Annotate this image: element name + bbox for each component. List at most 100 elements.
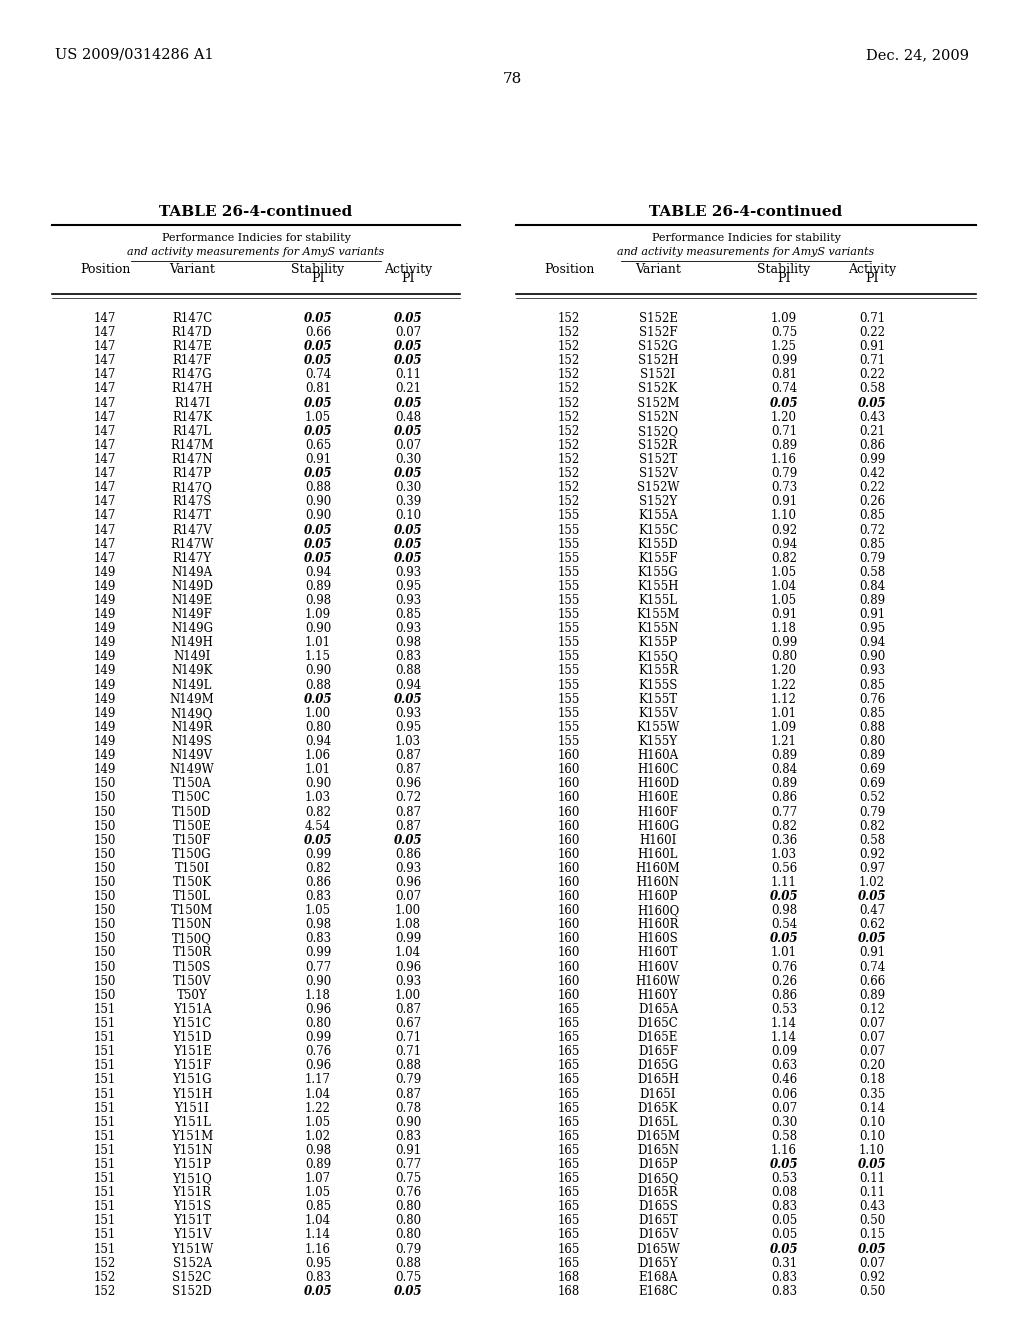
Text: 1.05: 1.05 [305,904,331,917]
Text: 0.91: 0.91 [859,946,885,960]
Text: 0.30: 0.30 [395,482,421,494]
Text: 1.02: 1.02 [859,876,885,888]
Text: 152: 152 [558,467,581,480]
Text: R147E: R147E [172,341,212,354]
Text: S152V: S152V [639,467,678,480]
Text: 155: 155 [558,579,581,593]
Text: 0.83: 0.83 [305,1271,331,1284]
Text: 0.35: 0.35 [859,1088,885,1101]
Text: 0.83: 0.83 [305,890,331,903]
Text: 0.80: 0.80 [395,1229,421,1242]
Text: 1.10: 1.10 [771,510,797,523]
Text: 0.98: 0.98 [305,1144,331,1156]
Text: 0.39: 0.39 [395,495,421,508]
Text: N149R: N149R [171,721,213,734]
Text: 0.90: 0.90 [305,777,331,791]
Text: K155L: K155L [639,594,678,607]
Text: N149E: N149E [171,594,213,607]
Text: N149W: N149W [170,763,214,776]
Text: 152: 152 [558,482,581,494]
Text: 0.10: 0.10 [859,1130,885,1143]
Text: 0.89: 0.89 [859,989,885,1002]
Text: 0.96: 0.96 [305,1059,331,1072]
Text: 0.83: 0.83 [305,932,331,945]
Text: 0.66: 0.66 [859,974,885,987]
Text: R147C: R147C [172,312,212,325]
Text: 0.22: 0.22 [859,368,885,381]
Text: 0.97: 0.97 [859,862,885,875]
Text: 0.96: 0.96 [395,777,421,791]
Text: 0.86: 0.86 [771,792,797,804]
Text: 0.05: 0.05 [304,341,332,354]
Text: 0.71: 0.71 [859,354,885,367]
Text: 155: 155 [558,524,581,536]
Text: N149G: N149G [171,622,213,635]
Text: 160: 160 [558,777,581,791]
Text: 0.92: 0.92 [859,847,885,861]
Text: 0.05: 0.05 [394,467,422,480]
Text: 0.85: 0.85 [859,510,885,523]
Text: 150: 150 [94,932,116,945]
Text: 1.00: 1.00 [305,706,331,719]
Text: 1.05: 1.05 [305,1187,331,1199]
Text: 0.88: 0.88 [395,1059,421,1072]
Text: T150I: T150I [174,862,210,875]
Text: 1.02: 1.02 [305,1130,331,1143]
Text: N149D: N149D [171,579,213,593]
Text: D165H: D165H [637,1073,679,1086]
Text: 0.85: 0.85 [859,706,885,719]
Text: 152: 152 [558,495,581,508]
Text: S152T: S152T [639,453,677,466]
Text: 147: 147 [94,537,116,550]
Text: 0.98: 0.98 [305,594,331,607]
Text: 147: 147 [94,341,116,354]
Text: 0.87: 0.87 [395,1003,421,1016]
Text: 0.53: 0.53 [771,1003,797,1016]
Text: 0.87: 0.87 [395,820,421,833]
Text: N149S: N149S [172,735,212,748]
Text: 0.62: 0.62 [859,919,885,932]
Text: 0.95: 0.95 [305,1257,331,1270]
Text: N149M: N149M [170,693,214,706]
Text: K155C: K155C [638,524,678,536]
Text: 0.22: 0.22 [859,326,885,339]
Text: 1.06: 1.06 [305,748,331,762]
Text: 0.05: 0.05 [394,524,422,536]
Text: 0.74: 0.74 [305,368,331,381]
Text: Y151H: Y151H [172,1088,212,1101]
Text: 0.09: 0.09 [771,1045,797,1059]
Text: 0.05: 0.05 [858,396,886,409]
Text: 151: 151 [94,1242,116,1255]
Text: 155: 155 [558,552,581,565]
Text: 0.63: 0.63 [771,1059,797,1072]
Text: D165I: D165I [640,1088,676,1101]
Text: 0.05: 0.05 [304,1284,332,1298]
Text: 1.16: 1.16 [771,1144,797,1156]
Text: 151: 151 [94,1088,116,1101]
Text: 165: 165 [558,1242,581,1255]
Text: 0.75: 0.75 [395,1172,421,1185]
Text: 0.07: 0.07 [395,890,421,903]
Text: 149: 149 [94,748,116,762]
Text: 0.93: 0.93 [395,566,421,578]
Text: 0.79: 0.79 [395,1242,421,1255]
Text: 160: 160 [558,919,581,932]
Text: Y151Q: Y151Q [172,1172,212,1185]
Text: 165: 165 [558,1073,581,1086]
Text: 0.56: 0.56 [771,862,797,875]
Text: 1.22: 1.22 [771,678,797,692]
Text: Performance Indicies for stability: Performance Indicies for stability [651,234,841,243]
Text: 1.05: 1.05 [771,566,797,578]
Text: Activity: Activity [848,263,896,276]
Text: 150: 150 [94,890,116,903]
Text: 1.03: 1.03 [305,792,331,804]
Text: 0.74: 0.74 [859,961,885,974]
Text: S152D: S152D [172,1284,212,1298]
Text: 0.05: 0.05 [394,341,422,354]
Text: 160: 160 [558,974,581,987]
Text: Y151D: Y151D [172,1031,212,1044]
Text: 0.93: 0.93 [395,622,421,635]
Text: 147: 147 [94,383,116,396]
Text: 1.05: 1.05 [305,1115,331,1129]
Text: 1.15: 1.15 [305,651,331,664]
